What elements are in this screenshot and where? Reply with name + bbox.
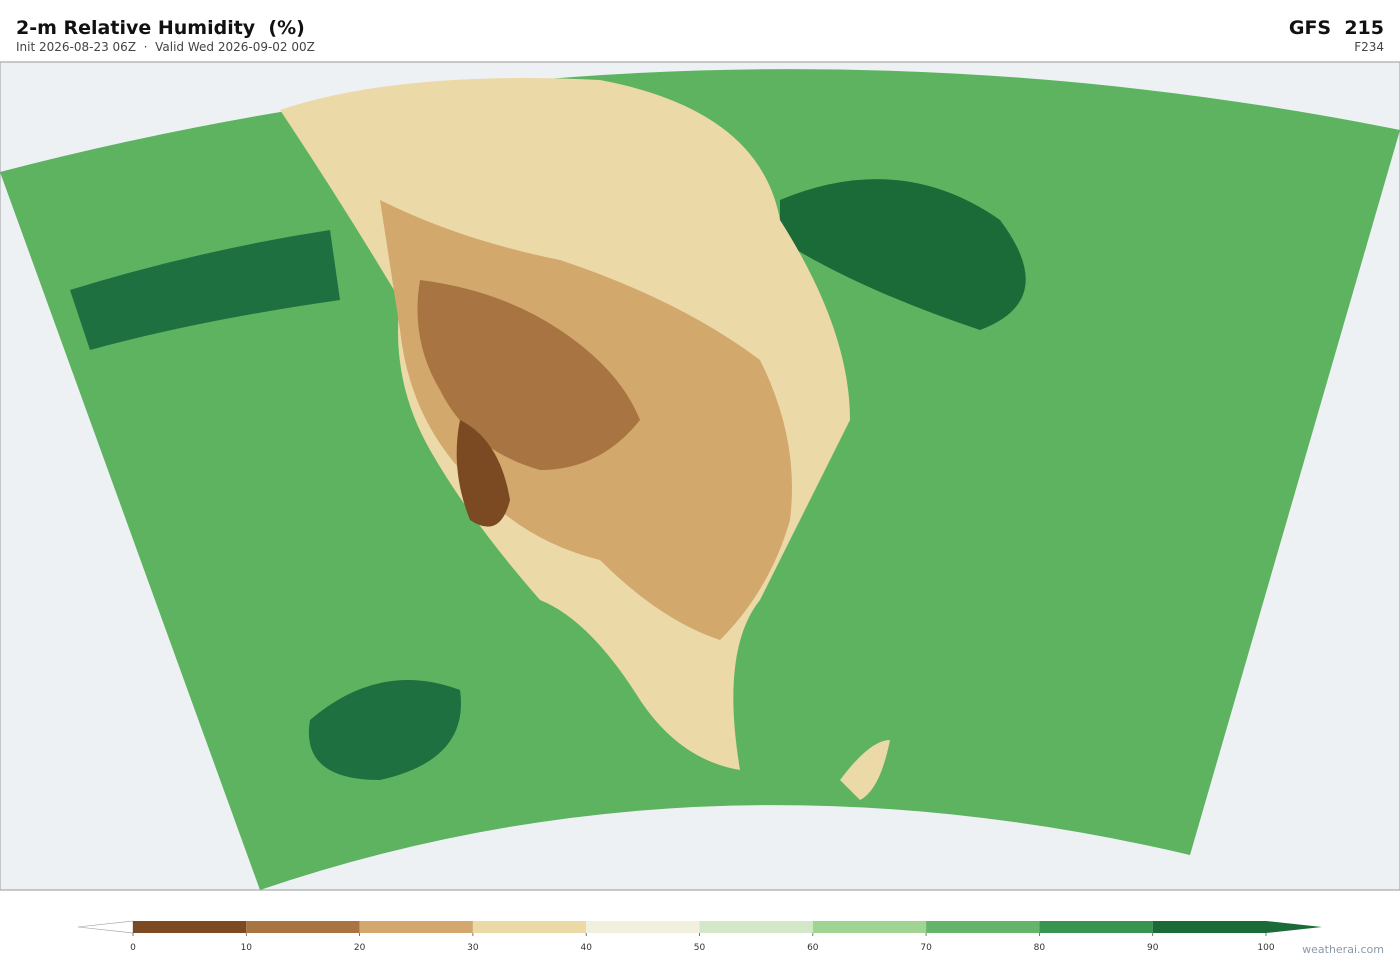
colorbar-swatch [926, 921, 1040, 933]
colorbar-tick-label: 50 [694, 943, 706, 953]
watermark: weatherai.com [1302, 943, 1384, 956]
colorbar-tick-label: 60 [807, 943, 819, 953]
colorbar-tick-label: 0 [130, 943, 136, 953]
colorbar-tick-label: 80 [1034, 943, 1046, 953]
colorbar-tick-label: 30 [467, 943, 479, 953]
colorbar-swatch [133, 921, 247, 933]
colorbar-swatch [359, 921, 473, 933]
dry-region [417, 280, 640, 470]
subtitle: Init 2026-08-23 06Z · Valid Wed 2026-09-… [16, 40, 315, 54]
colorbar-tick-label: 10 [241, 943, 253, 953]
model-label: GFS 215 [1289, 17, 1384, 39]
colorbar-swatch [1152, 921, 1266, 933]
colorbar-swatch [812, 921, 927, 933]
colorbar-tick-label: 100 [1257, 943, 1274, 953]
title: 2-m Relative Humidity (%) [16, 17, 305, 39]
humid-region [308, 680, 461, 780]
colorbar-swatch [699, 921, 813, 933]
colorbar-swatch [246, 921, 360, 933]
colorbar-tick-label: 20 [354, 943, 366, 953]
colorbar-swatch [472, 921, 587, 933]
humid-region [780, 179, 1026, 330]
humid-region [70, 230, 340, 350]
dry-region [840, 740, 890, 800]
colorbar-tick-label: 40 [580, 943, 592, 953]
very-dry-region [456, 420, 510, 527]
forecast-hour: F234 [1354, 40, 1384, 54]
colorbar: 0 10 20 30 40 50 60 70 80 90 100 [77, 920, 1322, 953]
colorbar-tick-label: 70 [920, 943, 932, 953]
colorbar-tick-label: 90 [1147, 943, 1159, 953]
map [0, 61, 1400, 891]
colorbar-over [1266, 921, 1322, 933]
colorbar-swatch [1039, 921, 1153, 933]
colorbar-swatch [586, 921, 700, 933]
